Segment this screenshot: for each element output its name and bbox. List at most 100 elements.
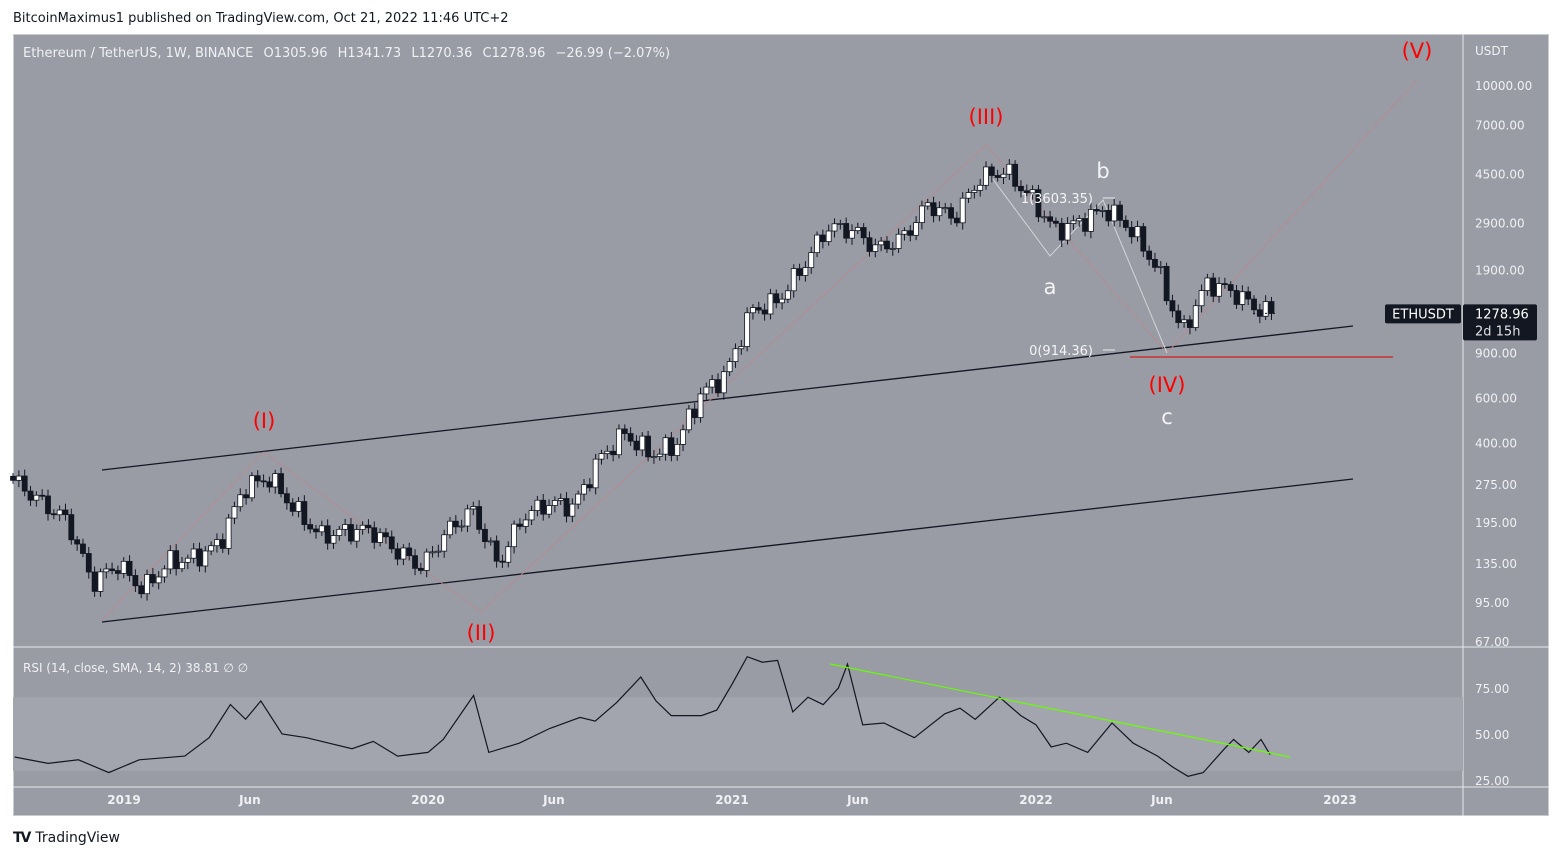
rsi-tick-label: 50.00 <box>1475 728 1509 742</box>
candle <box>715 379 721 394</box>
rsi-legend[interactable]: RSI (14, close, SMA, 14, 2) 38.81 ∅ ∅ <box>23 661 249 675</box>
wave-label: (II) <box>467 621 496 645</box>
candle <box>1227 284 1234 291</box>
candle <box>33 494 40 501</box>
candle <box>144 574 150 595</box>
candle <box>394 548 401 560</box>
candle <box>348 524 354 542</box>
candle <box>91 571 98 592</box>
candle <box>598 453 605 460</box>
candle <box>953 217 960 224</box>
candle <box>132 575 139 587</box>
candle <box>1210 277 1217 297</box>
wave-label: (III) <box>969 105 1004 129</box>
candle <box>1122 219 1129 228</box>
candle <box>878 240 885 246</box>
candle <box>56 509 63 516</box>
candle <box>27 490 34 501</box>
candle <box>942 207 949 210</box>
candle <box>429 551 436 554</box>
candle <box>97 571 104 592</box>
candle <box>74 539 81 545</box>
candle <box>173 550 180 570</box>
time-tick-label: 2023 <box>1323 793 1356 807</box>
candle <box>1175 310 1182 323</box>
candle <box>109 568 115 571</box>
time-tick-label: 2020 <box>411 793 444 807</box>
time-tick-label: Jun <box>1150 793 1173 807</box>
candle <box>1216 283 1222 297</box>
candle <box>383 532 389 538</box>
candle <box>278 473 284 495</box>
candle <box>1163 266 1170 302</box>
candle <box>575 493 582 505</box>
candle <box>1239 291 1246 305</box>
candle <box>103 568 110 573</box>
candle <box>1023 190 1030 194</box>
candle <box>825 230 832 242</box>
time-tick-label: 2019 <box>107 793 140 807</box>
candle <box>208 545 215 552</box>
candle <box>266 481 273 488</box>
candle <box>965 192 972 199</box>
candle <box>1012 163 1019 187</box>
candle <box>1041 216 1048 219</box>
candle <box>936 207 943 217</box>
candle <box>476 506 483 530</box>
chart-frame[interactable] <box>13 34 1549 816</box>
candle <box>45 495 51 515</box>
candle <box>779 298 785 304</box>
rsi-tick-label: 25.00 <box>1475 774 1509 788</box>
candle <box>895 233 902 249</box>
candle <box>994 175 1001 178</box>
candle <box>482 528 488 542</box>
candle <box>586 484 593 489</box>
ohlc-high: H1341.73 <box>337 46 402 61</box>
sub-wave-label: b <box>1096 159 1109 183</box>
candle <box>581 484 587 495</box>
price-axis-currency: USDT <box>1475 44 1509 58</box>
rsi-line <box>14 655 1271 777</box>
tv-logo-icon: TV <box>13 830 31 846</box>
candle <box>738 346 745 350</box>
candle <box>971 189 978 193</box>
candle <box>231 506 238 519</box>
symbol-title[interactable]: Ethereum / TetherUS, 1W, BINANCE <box>23 46 254 61</box>
candle <box>1204 277 1211 291</box>
candle <box>161 568 168 578</box>
price-tick-label: 600.00 <box>1475 391 1517 405</box>
price-badge-bg <box>1463 304 1537 341</box>
candle <box>557 498 564 501</box>
candle <box>62 509 69 515</box>
channel-lower-line[interactable] <box>101 478 1354 623</box>
candle <box>21 475 28 492</box>
rsi-trendline[interactable] <box>829 663 1291 758</box>
tradingview-logo[interactable]: TV TradingView <box>13 830 120 846</box>
channel-upper-line[interactable] <box>101 325 1354 471</box>
elliott-wave-path[interactable] <box>101 79 1418 621</box>
time-tick-label: 2021 <box>715 793 748 807</box>
candle <box>80 543 86 554</box>
candle <box>196 548 203 567</box>
candle <box>930 202 937 217</box>
candle <box>767 293 774 315</box>
candle <box>1198 290 1205 307</box>
abc-correction-path[interactable] <box>991 177 1168 354</box>
candle <box>1181 319 1187 323</box>
candle <box>254 475 261 482</box>
candle <box>732 348 739 362</box>
price-tick-label: 1900.00 <box>1475 263 1525 277</box>
candle <box>633 440 640 451</box>
candle <box>1029 189 1036 194</box>
candle <box>1262 301 1269 317</box>
candle <box>907 230 914 236</box>
candle <box>685 408 692 431</box>
sub-wave-label: a <box>1044 275 1057 299</box>
candle <box>546 505 552 515</box>
candle <box>301 501 308 525</box>
candle <box>849 230 855 239</box>
candle <box>1152 258 1158 268</box>
candle <box>417 567 424 571</box>
candle <box>884 240 890 250</box>
